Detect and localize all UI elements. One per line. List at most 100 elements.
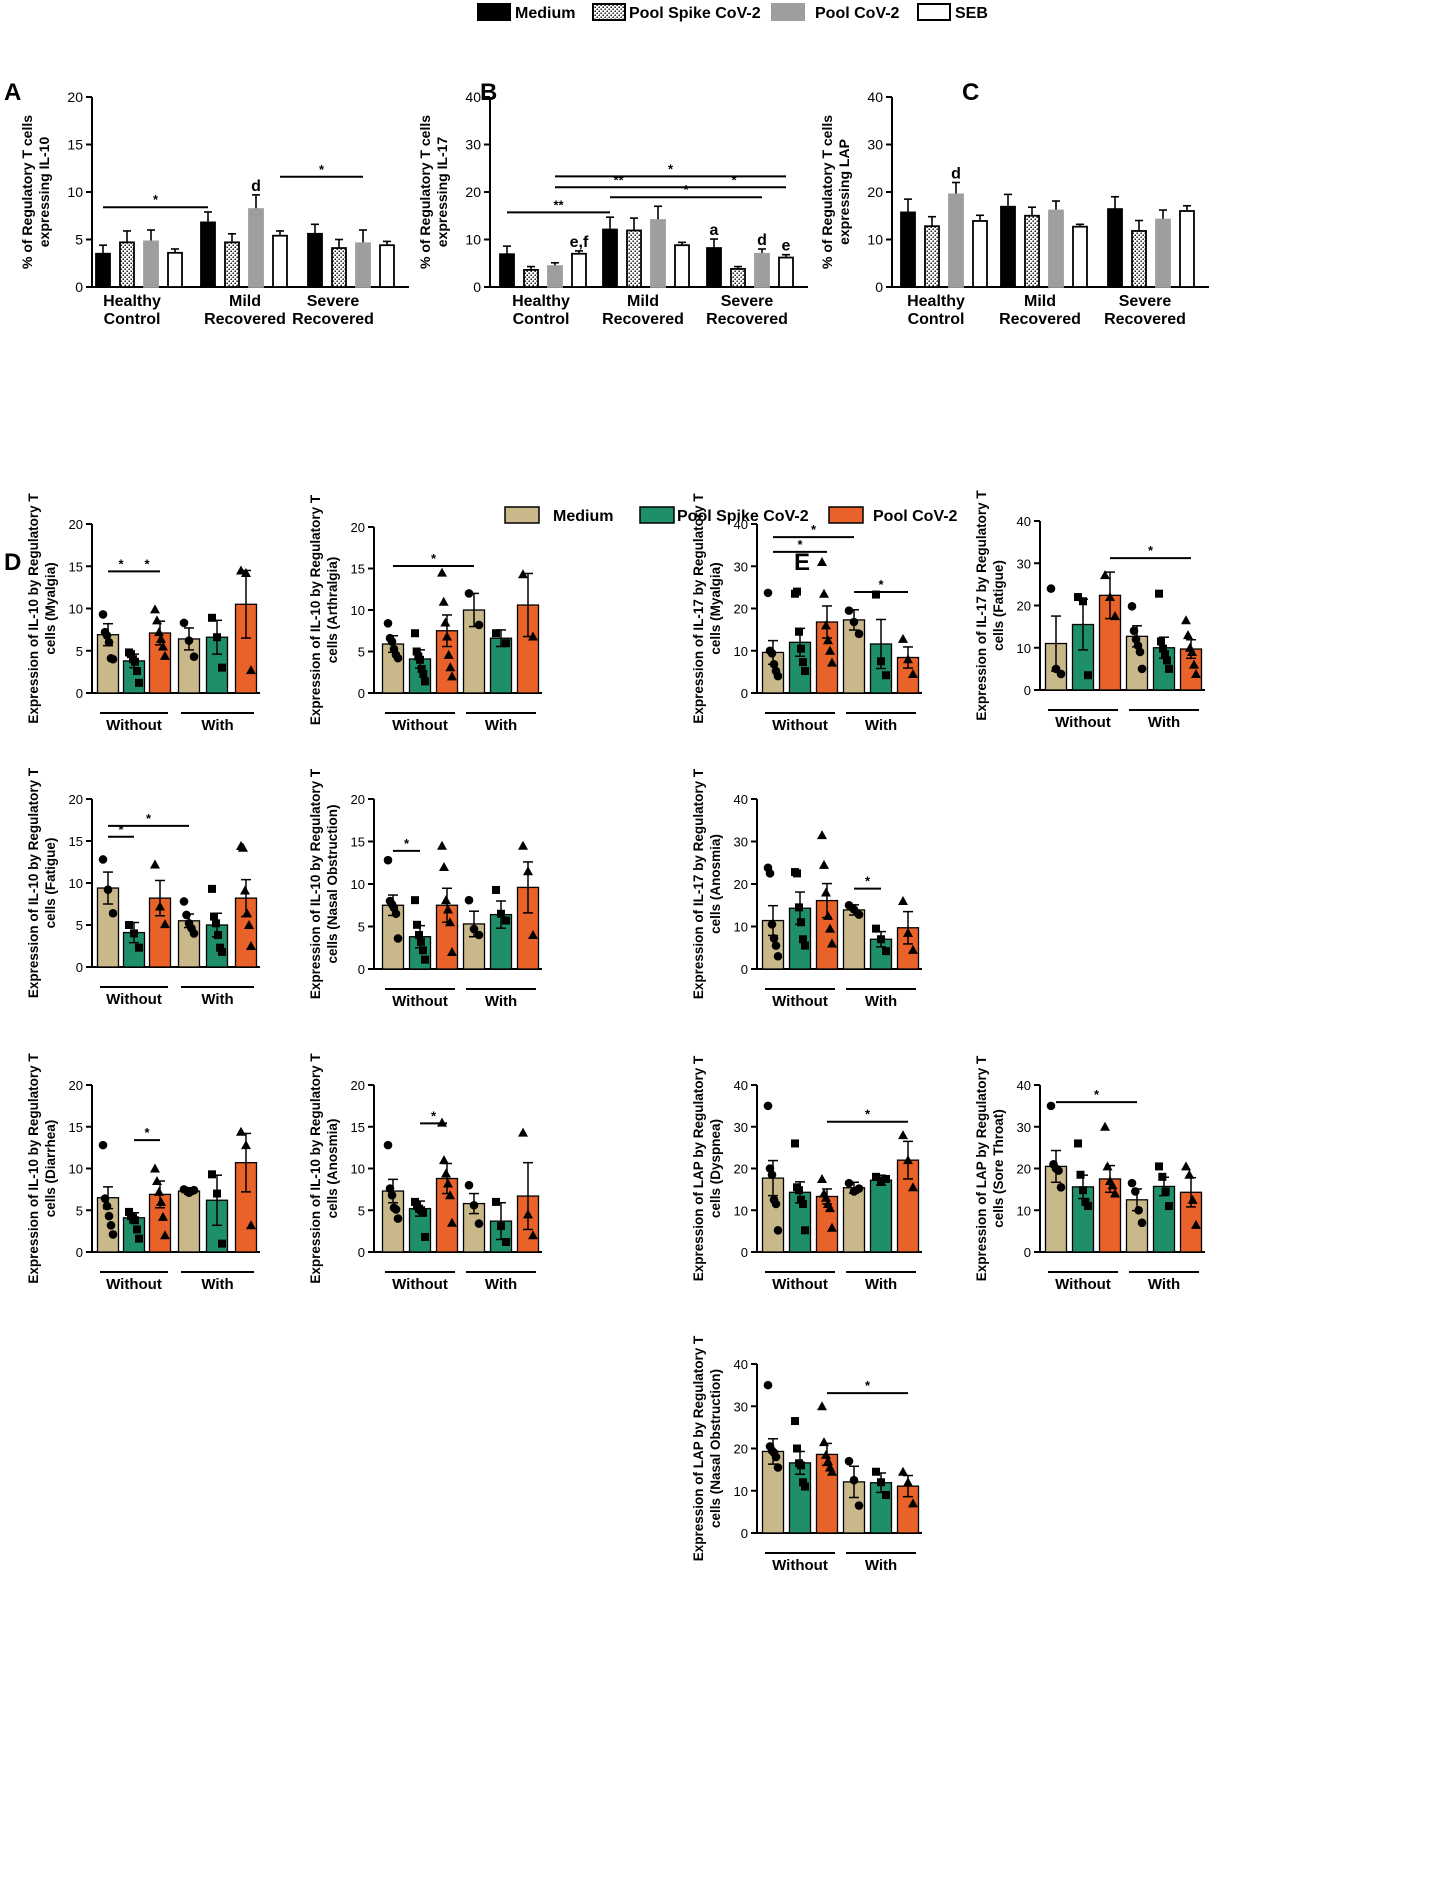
data-point-circle — [773, 951, 783, 961]
significance-star: * — [668, 161, 674, 176]
y-axis-label-line: Expression of IL-10 by Regulatory T — [308, 494, 323, 725]
bar — [972, 220, 988, 288]
data-point-triangle — [241, 568, 251, 578]
data-point-circle — [1127, 1178, 1137, 1188]
data-point-square — [208, 1170, 216, 1179]
x-group-label: Without — [392, 717, 448, 734]
data-point-circle — [763, 1101, 773, 1111]
data-point-square — [1155, 1162, 1163, 1171]
data-point-square — [492, 629, 500, 638]
data-point-circle — [1135, 647, 1145, 657]
data-point-square — [492, 885, 500, 894]
y-tick-label: 10 — [465, 232, 481, 248]
y-tick-label: 0 — [76, 686, 83, 701]
chart-panel-e2: 0 10 20 30 40 Expression of IL-17 by Regulato… — [974, 490, 1205, 731]
data-point-triangle — [817, 1173, 827, 1183]
y-tick-label: 30 — [1017, 1120, 1031, 1135]
y-tick-label: 0 — [875, 279, 883, 295]
data-point-circle — [184, 636, 194, 645]
data-point-square — [421, 1232, 429, 1241]
data-point-square — [492, 1197, 500, 1206]
chart-panel-b: 0 10 20 30 40 % of Regulatory T cellsexpressi… — [417, 89, 808, 328]
data-point-circle — [854, 1501, 864, 1510]
x-group-label: With — [865, 717, 897, 734]
bar — [499, 253, 515, 288]
y-axis-label: % of Regulatory T cellsexpressing IL-10 — [19, 115, 52, 269]
data-point-triangle — [827, 1466, 837, 1476]
y-tick-label: 20 — [351, 520, 365, 535]
data-point-circle — [189, 652, 199, 661]
x-group-label: With — [1148, 714, 1180, 731]
legend-mid: Medium Pool Spike CoV-2 Pool CoV-2 — [504, 506, 958, 525]
x-group-label: Without — [772, 1276, 828, 1293]
data-point-triangle — [1184, 1169, 1195, 1179]
data-point-circle — [179, 618, 189, 628]
y-tick-label: 0 — [1024, 683, 1031, 698]
y-tick-label: 20 — [351, 792, 365, 807]
data-point-circle — [104, 1211, 114, 1221]
data-point-circle — [1046, 584, 1056, 593]
data-point-triangle — [158, 1211, 168, 1221]
data-point-triangle — [160, 919, 170, 929]
y-tick-label: 30 — [734, 1120, 748, 1135]
data-point-circle — [98, 855, 108, 864]
data-point-triangle — [825, 923, 835, 933]
y-axis-label-line: Expression of IL-10 by Regulatory T — [26, 1053, 41, 1284]
bar — [1179, 210, 1195, 288]
data-point-square — [795, 1186, 803, 1195]
data-point-triangle — [1191, 1219, 1201, 1229]
data-point-triangle — [439, 862, 449, 871]
chart-panel-c: 0 10 20 30 40 % of Regulatory T cellsexpressi… — [819, 89, 1209, 328]
data-point-square — [1076, 1170, 1085, 1179]
data-point-circle — [182, 910, 191, 920]
data-point-triangle — [825, 1203, 835, 1213]
data-point-triangle — [825, 645, 835, 655]
x-group-label: With — [485, 717, 517, 734]
data-point-triangle — [152, 615, 162, 625]
legend-swatch-seb — [917, 3, 951, 21]
data-point-square — [218, 663, 226, 672]
data-point-circle — [98, 1140, 108, 1150]
data-point-circle — [844, 1178, 854, 1188]
data-point-triangle — [898, 1130, 908, 1140]
y-tick-label: 40 — [1017, 1078, 1031, 1093]
data-point-triangle — [908, 944, 918, 954]
bar — [706, 247, 722, 288]
data-point-circle — [383, 855, 393, 865]
y-tick-label: 5 — [358, 920, 365, 935]
data-point-square — [1079, 597, 1087, 606]
data-point-square — [214, 931, 222, 940]
chart-panel-e1: 0 10 20 30 40 Expression of IL-17 by Regulato… — [691, 493, 922, 734]
data-point-circle — [469, 1200, 479, 1210]
data-point-circle — [773, 671, 783, 681]
data-point-circle — [383, 1140, 393, 1150]
data-point-circle — [387, 637, 397, 646]
y-axis-label-line: Expression of IL-17 by Regulatory T — [691, 768, 706, 999]
data-point-triangle — [823, 910, 833, 920]
data-point-square — [127, 650, 135, 659]
data-point-triangle — [1181, 1161, 1191, 1171]
y-tick-label: 0 — [741, 686, 748, 701]
y-axis-label-line: cells (Arthralgia) — [325, 557, 340, 664]
data-point-triangle — [156, 1196, 166, 1206]
chart-panel-f3: 0 10 20 30 40 Expression of LAP by Regulatory… — [691, 1335, 922, 1574]
data-point-triangle — [817, 830, 827, 840]
y-tick-label: 0 — [76, 960, 83, 975]
data-point-circle — [763, 1380, 773, 1390]
data-point-square — [882, 1174, 890, 1183]
significance-star: * — [731, 172, 737, 187]
bar — [523, 268, 539, 288]
x-group-label: Recovered — [602, 311, 684, 328]
data-point-circle — [385, 1184, 395, 1193]
significance-letter: d — [251, 178, 261, 195]
data-point-square — [797, 1461, 805, 1470]
data-point-square — [1074, 1139, 1082, 1148]
y-tick-label: 0 — [76, 1245, 83, 1260]
data-point-square — [131, 1216, 139, 1225]
data-point-circle — [108, 1230, 118, 1239]
data-point-triangle — [438, 596, 449, 606]
